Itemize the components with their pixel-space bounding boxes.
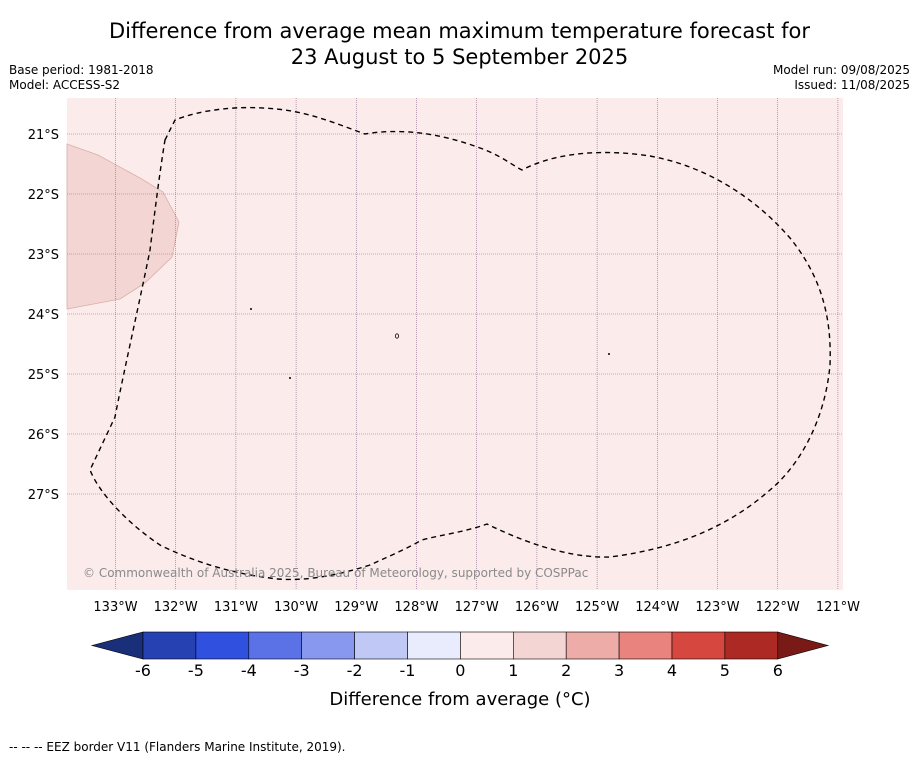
latitude-label: 22°S [28,188,59,203]
meta-right: Model run: 09/08/2025 Issued: 11/08/2025 [773,63,910,93]
longitude-label: 132°W [154,600,198,615]
colorbar-tick-label: -2 [347,661,363,680]
chart-title: Difference from average mean maximum tem… [0,18,919,70]
meta-left: Base period: 1981-2018 Model: ACCESS-S2 [9,63,154,93]
map-figure: © Commonwealth of Australia 2025, Bureau… [28,98,860,710]
colorbar-title: Difference from average (°C) [329,689,590,710]
longitude-label: 131°W [214,600,258,615]
colorbar-tick-label: 5 [720,661,730,680]
colorbar-tick-label: -3 [294,661,310,680]
colorbar-segment [460,631,514,660]
colorbar-segment [618,631,673,660]
title-line-1: Difference from average mean maximum tem… [109,19,810,43]
colorbar-segment [248,631,303,660]
colorbar-tick-label: 1 [508,661,518,680]
longitude-labels: 133°W 132°W 131°W 130°W 129°W 128°W 127°W 126°W… [93,600,860,615]
anomaly-patch-1-to-2 [66,143,180,310]
colorbar: -6 -5 -4 -3 -2 -1 0 1 2 3 4 5 6 [90,631,830,680]
colorbar-segment [142,631,197,660]
latitude-label: 21°S [28,128,59,143]
longitude-label: 123°W [695,600,739,615]
eez-footnote: -- -- -- EEZ border V11 (Flanders Marine… [9,740,346,754]
latitude-label: 27°S [28,488,59,503]
longitude-label: 126°W [515,600,559,615]
base-period-label: Base period: 1981-2018 [9,63,154,77]
colorbar-extend-high [777,631,830,660]
colorbar-segment [195,631,250,660]
latitude-labels: 21°S 22°S 23°S 24°S 25°S 26°S 27°S [28,128,59,503]
colorbar-tick-label: 4 [667,661,677,680]
colorbar-tick-label: -6 [135,661,151,680]
colorbar-segment [724,631,779,660]
model-label: Model: ACCESS-S2 [9,78,121,92]
colorbar-segment [407,631,461,660]
island-marker [289,377,291,379]
colorbar-segment [512,631,567,660]
latitude-label: 24°S [28,308,59,323]
longitude-label: 129°W [334,600,378,615]
colorbar-tick-label: -1 [400,661,416,680]
latitude-label: 25°S [28,368,59,383]
longitude-label: 125°W [575,600,619,615]
island-marker [394,333,399,339]
copyright-text: © Commonwealth of Australia 2025, Bureau… [83,566,588,580]
latitude-label: 26°S [28,428,59,443]
colorbar-extend-low [90,631,144,660]
island-marker [608,353,610,355]
longitude-label: 127°W [455,600,499,615]
latitude-label: 23°S [28,248,59,263]
model-run-label: Model run: 09/08/2025 [772,63,910,77]
title-line-2: 23 August to 5 September 2025 [290,45,629,69]
colorbar-tick-label: -5 [188,661,204,680]
issued-label: Issued: 11/08/2025 [794,78,910,92]
colorbar-segment [671,631,726,660]
colorbar-tick-label: 2 [561,661,571,680]
colorbar-segment [565,631,620,660]
colorbar-tick-label: -4 [241,661,257,680]
longitude-label: 121°W [816,600,860,615]
map-background [67,98,843,590]
colorbar-tick-label: 6 [773,661,783,680]
longitude-label: 133°W [93,600,137,615]
longitude-label: 128°W [394,600,438,615]
colorbar-tick-label: 0 [455,661,465,680]
island-marker [250,308,252,310]
colorbar-segment [354,631,408,660]
longitude-label: 130°W [274,600,318,615]
longitude-label: 124°W [635,600,679,615]
colorbar-segment [301,631,355,660]
eez-border [89,106,831,581]
longitude-label: 122°W [756,600,800,615]
colorbar-tick-label: 3 [614,661,624,680]
